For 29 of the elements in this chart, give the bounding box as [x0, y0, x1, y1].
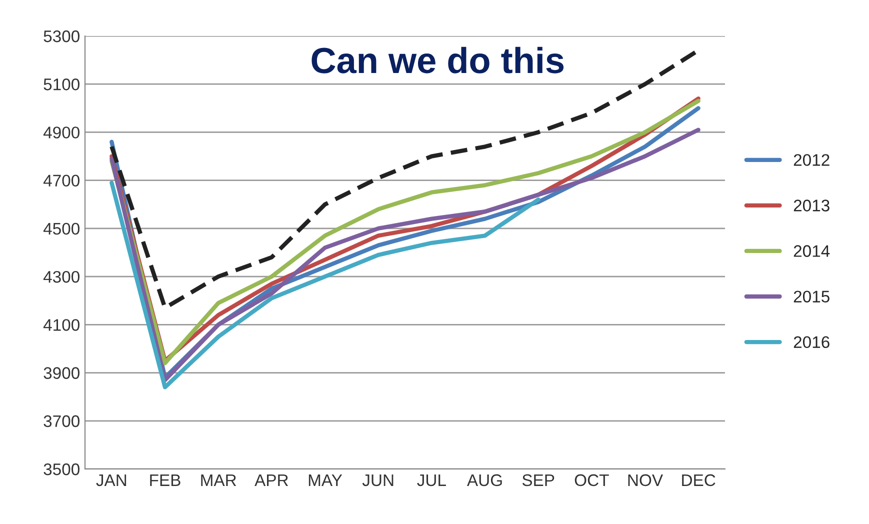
x-tick-label: NOV	[628, 474, 663, 486]
x-tick-label: FEB	[150, 474, 180, 486]
x-tick-label: JUL	[417, 474, 446, 486]
y-tick-label: 5100	[44, 78, 80, 90]
x-tick-label: SEP	[522, 474, 554, 486]
x-tick-label: JAN	[96, 474, 126, 486]
line-series	[110, 180, 540, 390]
legend-label: 2014	[794, 245, 830, 257]
x-tick-label: DEC	[682, 474, 716, 486]
y-tick-label: 3700	[44, 415, 80, 428]
y-tick-label: 3900	[44, 367, 80, 379]
y-tick-label: 4300	[43, 270, 80, 283]
y-tick-label: 3500	[44, 463, 80, 476]
y-tick-label: 4500	[43, 222, 80, 235]
legend-label: 2015	[794, 290, 830, 303]
legend-label: 2013	[794, 200, 830, 212]
legend-label: 2012	[794, 154, 830, 166]
y-tick-label: 5300	[44, 30, 80, 42]
x-tick-label: MAR	[201, 474, 236, 486]
x-tick-label: AUG	[466, 474, 502, 486]
x-tick-label: OCT	[574, 474, 609, 486]
y-tick-label: 4700	[43, 174, 80, 187]
x-tick-label: JUN	[362, 474, 394, 486]
annotation: Can we do this	[312, 46, 564, 74]
legend-label: 2016	[794, 336, 830, 348]
x-tick-label: APR	[254, 474, 288, 486]
y-tick-label: 4100	[43, 319, 80, 331]
x-tick-label: MAY	[308, 474, 342, 486]
y-tick-label: 4900	[43, 126, 80, 138]
